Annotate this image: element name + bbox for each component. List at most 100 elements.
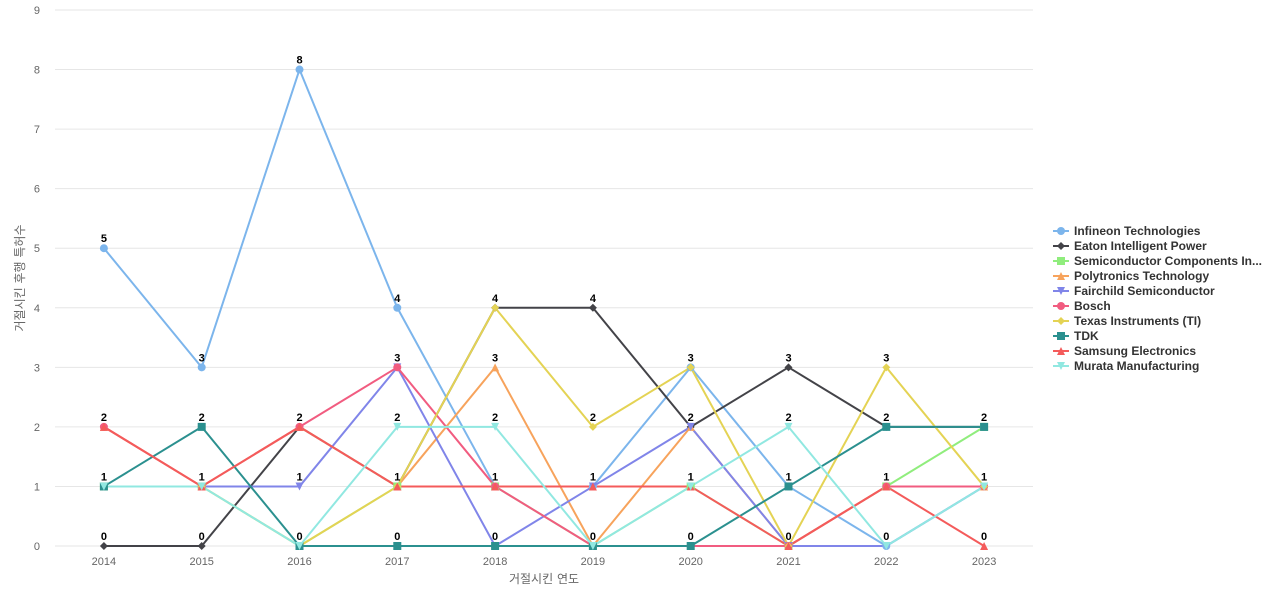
y-tick-label: 8 — [34, 65, 40, 77]
data-point — [1057, 257, 1065, 265]
data-label: 0 — [492, 531, 498, 543]
legend-item: Fairchild Semiconductor — [1053, 284, 1215, 298]
data-point — [491, 363, 500, 372]
data-label: 1 — [688, 471, 694, 483]
x-axis-title: 거절시킨 연도 — [509, 572, 579, 586]
data-label: 1 — [296, 471, 302, 483]
data-label: 3 — [688, 352, 694, 364]
data-label: 5 — [101, 233, 107, 245]
data-point — [99, 542, 108, 550]
data-point — [686, 482, 695, 491]
x-axis-ticks: 2014 2015 2016 2017 2018 2019 2020 2021 2022 2023 — [92, 556, 997, 568]
legend-label: Bosch — [1074, 299, 1111, 313]
x-tick-label: 2018 — [483, 556, 507, 568]
data-label: 3 — [883, 352, 889, 364]
legend-item: Bosch — [1053, 299, 1111, 313]
data-point — [1057, 272, 1065, 280]
x-tick-label: 2016 — [287, 556, 311, 568]
y-tick-label: 1 — [34, 481, 40, 493]
x-tick-label: 2021 — [776, 556, 800, 568]
data-label: 1 — [101, 471, 107, 483]
data-point — [295, 422, 304, 431]
data-label: 1 — [492, 471, 498, 483]
data-label: 2 — [492, 412, 498, 424]
data-label: 3 — [492, 352, 498, 364]
legend-label: Polytronics Technology — [1074, 269, 1209, 283]
series-markers — [99, 65, 989, 550]
data-labels: 5 2 1 0 3 2 1 0 8 2 1 0 4 3 2 1 0 4 3 2 1 0 4 2 1 0 3 2 1 0 3 2 1 0 3 2 1 0 2 1… — [101, 55, 987, 543]
data-label: 2 — [883, 412, 889, 424]
data-point — [393, 542, 402, 550]
data-label: 1 — [394, 471, 400, 483]
data-point — [491, 422, 500, 431]
data-point — [784, 542, 793, 550]
data-label: 8 — [296, 55, 302, 67]
data-label: 0 — [394, 531, 400, 543]
data-label: 2 — [394, 412, 400, 424]
data-point — [491, 303, 500, 312]
gridlines — [55, 9, 1033, 547]
data-point — [99, 482, 108, 491]
x-tick-label: 2014 — [92, 556, 116, 568]
data-label: 0 — [785, 531, 791, 543]
data-point — [197, 482, 206, 491]
data-label: 0 — [101, 531, 107, 543]
data-label: 4 — [590, 293, 597, 305]
data-label: 4 — [394, 293, 401, 305]
legend-label: Samsung Electronics — [1074, 344, 1196, 358]
data-point — [784, 422, 793, 431]
y-tick-label: 0 — [34, 541, 40, 553]
data-label: 0 — [883, 531, 889, 543]
data-label: 2 — [296, 412, 302, 424]
data-point — [882, 482, 891, 491]
legend-item: TDK — [1053, 329, 1099, 343]
data-point — [1057, 317, 1065, 325]
series-line — [102, 425, 986, 547]
series-lines — [102, 68, 986, 547]
legend-item: Texas Instruments (TI) — [1053, 314, 1201, 328]
legend-item: Murata Manufacturing — [1053, 359, 1199, 373]
legend-item: Infineon Technologies — [1053, 224, 1201, 238]
x-tick-label: 2023 — [972, 556, 996, 568]
data-label: 1 — [981, 471, 987, 483]
legend-label: TDK — [1074, 329, 1099, 343]
x-tick-label: 2015 — [189, 556, 213, 568]
data-point — [882, 363, 891, 372]
data-label: 0 — [590, 531, 596, 543]
data-point — [1057, 362, 1065, 370]
legend-label: Fairchild Semiconductor — [1074, 284, 1215, 298]
data-point — [686, 422, 695, 431]
data-point — [1057, 332, 1065, 340]
data-point — [393, 482, 402, 491]
legend-label: Semiconductor Components In... — [1074, 254, 1262, 268]
data-point — [393, 363, 402, 372]
data-label: 2 — [101, 412, 107, 424]
legend-item: Semiconductor Components In... — [1053, 254, 1262, 268]
series-line — [102, 366, 986, 547]
legend-label: Eaton Intelligent Power — [1074, 239, 1207, 253]
data-point — [197, 542, 206, 550]
x-tick-label: 2022 — [874, 556, 898, 568]
data-point — [295, 482, 304, 491]
x-tick-label: 2020 — [678, 556, 702, 568]
y-tick-label: 3 — [34, 362, 40, 374]
y-axis-ticks: 0 1 2 3 4 5 6 7 8 9 — [34, 5, 40, 553]
data-point — [197, 422, 206, 431]
data-point — [1057, 347, 1065, 355]
data-point — [393, 303, 402, 312]
y-axis-title: 거절시킨 후행 특허수 — [12, 225, 27, 332]
x-tick-label: 2017 — [385, 556, 409, 568]
data-point — [882, 422, 891, 431]
legend-item: Polytronics Technology — [1053, 269, 1209, 283]
data-point — [99, 244, 108, 253]
data-label: 3 — [785, 352, 791, 364]
data-point — [882, 542, 891, 550]
data-point — [980, 422, 989, 431]
series-line — [102, 425, 986, 547]
data-point — [1057, 287, 1065, 295]
data-label: 4 — [492, 293, 499, 305]
data-label: 2 — [785, 412, 791, 424]
data-label: 1 — [785, 471, 791, 483]
data-label: 0 — [296, 531, 302, 543]
y-tick-label: 9 — [34, 5, 40, 17]
